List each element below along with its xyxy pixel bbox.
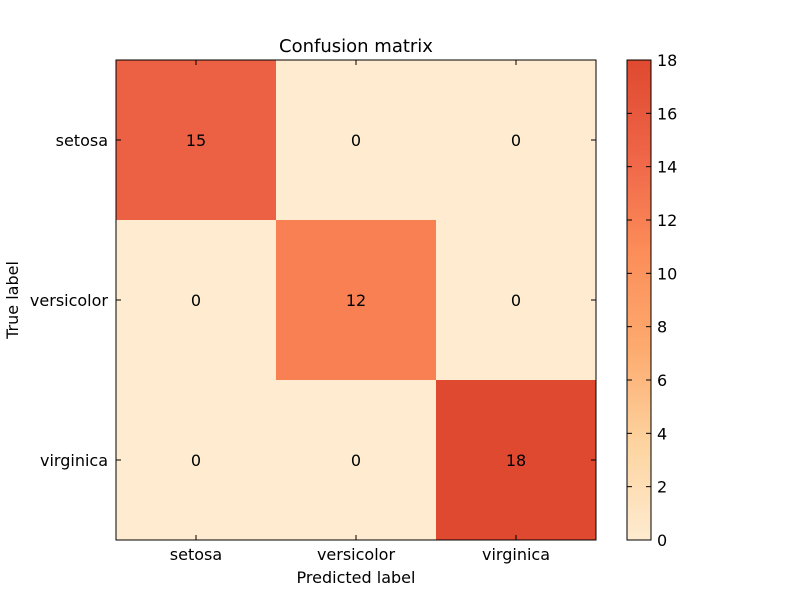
matrix-cell [116,220,277,381]
matrix-cell [116,380,277,541]
cell-value-label: 0 [351,451,361,470]
x-tick-label: versicolor [317,545,395,564]
cell-value-label: 12 [346,291,366,310]
y-tick-label: versicolor [30,291,108,310]
colorbar-tick-label: 8 [657,318,667,337]
x-tick-label: setosa [170,545,222,564]
cell-value-label: 15 [186,131,206,150]
colorbar-tick-label: 12 [657,211,677,230]
colorbar-tick-label: 10 [657,264,677,283]
matrix-cells [115,59,597,541]
matrix-cell [276,60,437,221]
colorbar-tick-label: 14 [657,158,677,177]
matrix-cell [436,220,597,381]
matrix-cell [276,220,437,381]
y-axis-label: True label [3,261,22,340]
colorbar-tick-label: 2 [657,478,667,497]
colorbar-tick-label: 16 [657,104,677,123]
matrix-cell [276,380,437,541]
colorbar-tick-label: 18 [657,51,677,70]
cell-value-label: 0 [511,131,521,150]
x-axis-label: Predicted label [297,568,416,587]
cell-value-label: 0 [511,291,521,310]
cell-value-label: 0 [191,291,201,310]
cell-value-label: 18 [506,451,526,470]
y-tick-label: virginica [40,451,108,470]
y-tick-label: setosa [56,131,108,150]
colorbar: 0 2 4 6 8 10 12 14 16 18 [626,51,677,550]
matrix-cell-labels: 15 0 0 0 12 0 0 0 18 [186,131,526,470]
colorbar-tick-label: 0 [657,531,667,550]
matrix-cell [436,380,597,541]
colorbar-scale [626,59,652,541]
matrix-ticks: setosa versicolor virginica setosa versicolo… [30,60,596,564]
chart-title: Confusion matrix [279,36,433,57]
matrix-cell [436,60,597,221]
cell-value-label: 0 [351,131,361,150]
colorbar-tick-label: 4 [657,424,667,443]
cell-value-label: 0 [191,451,201,470]
matrix-cell [116,60,277,221]
colorbar-tick-label: 6 [657,371,667,390]
x-tick-label: virginica [482,545,550,564]
